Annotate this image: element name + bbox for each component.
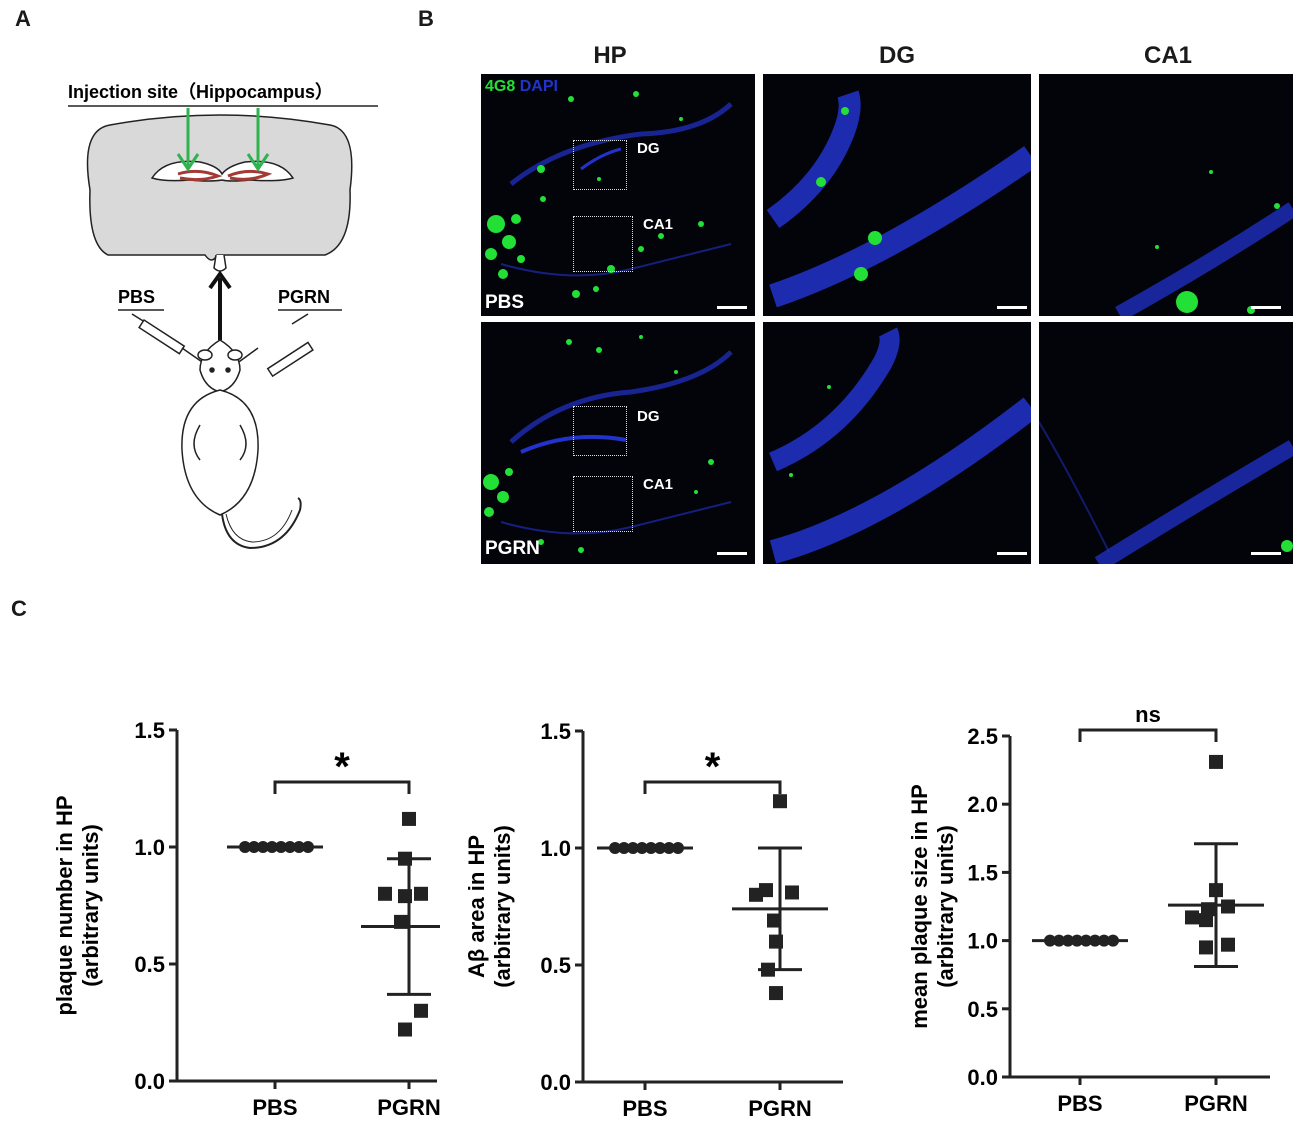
plot-abeta-area: 0.0 0.5 1.0 1.5 PBS PGRN Aβ area in HP (arbitra… xyxy=(464,719,843,1121)
column-title-dg: DG xyxy=(879,42,915,69)
data-point-pgrn xyxy=(398,1022,412,1037)
y-tick-label: 1.5 xyxy=(967,860,998,885)
data-point-pgrn xyxy=(378,886,392,901)
brain-section xyxy=(86,114,353,261)
hippocampus-right xyxy=(227,169,273,181)
plaque-cluster xyxy=(485,91,704,298)
data-point-pgrn xyxy=(414,886,428,901)
roi-box-dg xyxy=(573,406,627,456)
x-tick-label: PBS xyxy=(252,1095,297,1120)
x-tick-label: PGRN xyxy=(748,1096,812,1121)
stain-label-dapi: DAPI xyxy=(519,78,558,95)
y-tick-label: 0.5 xyxy=(540,953,571,978)
x-tick-label: PGRN xyxy=(377,1095,440,1120)
y-tick-label: 0.0 xyxy=(134,1069,165,1094)
column-title-ca1: CA1 xyxy=(1143,42,1192,69)
pbs-label: PBS xyxy=(118,287,155,307)
y-tick-label: 2.5 xyxy=(967,724,998,749)
y-tick-label: 1.0 xyxy=(540,836,571,861)
significance-bracket xyxy=(273,780,411,794)
data-point-pgrn xyxy=(785,885,799,900)
scale-bar xyxy=(717,306,747,309)
roi-box-dg xyxy=(573,140,627,190)
roi-label-dg: DG xyxy=(637,408,660,425)
scale-bar xyxy=(1251,306,1281,309)
syringe-left-icon xyxy=(131,313,206,365)
y-axis-label: (arbitrary units) xyxy=(490,825,515,988)
scale-bar xyxy=(997,306,1027,309)
micrograph-pgrn-ca1 xyxy=(1039,322,1293,564)
roi-box-ca1 xyxy=(573,216,633,272)
y-tick-label: 0.5 xyxy=(134,952,165,977)
y-axis-label: plaque number in HP xyxy=(52,795,77,1015)
data-point-pgrn xyxy=(1199,940,1213,955)
plot-mean-plaque-size: 0.0 0.5 1.0 1.5 2.0 2.5 PBS PGRN mean plaque siz… xyxy=(907,702,1270,1116)
data-point-pgrn xyxy=(767,913,781,928)
row-label-pgrn: PGRN xyxy=(485,538,540,559)
pgrn-label: PGRN xyxy=(278,287,330,307)
data-point-pgrn xyxy=(769,986,783,1001)
data-point-pgrn xyxy=(749,887,763,902)
significance-label: * xyxy=(705,745,721,789)
y-tick-label: 0.5 xyxy=(967,997,998,1022)
panel-label-a: A xyxy=(15,6,31,31)
y-axis-label: Aβ area in HP xyxy=(464,835,489,978)
micrograph-pbs-dg xyxy=(763,74,1031,316)
x-tick-label: PBS xyxy=(1057,1091,1102,1116)
stain-label-4g8: 4G8 xyxy=(485,78,516,95)
data-point-pgrn xyxy=(1209,754,1223,769)
injection-schematic: Injection site（Hippocampus） PBS PGRN xyxy=(40,70,400,565)
scale-bar xyxy=(717,552,747,555)
row-label-pbs: PBS xyxy=(485,292,525,313)
panel-label-c: C xyxy=(11,596,27,621)
x-tick-label: PBS xyxy=(622,1096,667,1121)
roi-label-dg: DG xyxy=(637,140,660,157)
y-tick-label: 1.5 xyxy=(134,718,165,743)
y-tick-label: 1.0 xyxy=(134,835,165,860)
significance-bracket xyxy=(643,780,782,794)
hippocampus-left xyxy=(177,169,223,182)
y-axis-label: (arbitrary units) xyxy=(78,824,103,987)
data-point-pgrn xyxy=(1221,937,1235,952)
y-tick-label: 0.0 xyxy=(540,1070,571,1095)
x-tick-label: PGRN xyxy=(1184,1091,1248,1116)
y-axis-label: (arbitrary units) xyxy=(933,825,958,988)
roi-label-ca1: CA1 xyxy=(643,216,674,233)
data-point-pgrn xyxy=(414,1003,428,1018)
scale-bar xyxy=(997,552,1027,555)
data-point-pgrn xyxy=(1185,910,1199,925)
micrograph-pbs-hp: 4G8 DAPI DG CA1 PBS xyxy=(481,74,755,316)
roi-box-ca1 xyxy=(573,476,633,532)
plot-plaque-number: 0.0 0.5 1.0 1.5 PBS PGRN plaque number in HP (a… xyxy=(52,718,440,1120)
y-tick-label: 0.0 xyxy=(967,1065,998,1090)
micrograph-pgrn-hp: DG CA1 PGRN xyxy=(481,322,755,564)
data-point-pgrn xyxy=(402,811,416,826)
y-tick-label: 2.0 xyxy=(967,792,998,817)
significance-label: ns xyxy=(1135,702,1161,727)
scale-bar xyxy=(1251,552,1281,555)
micrograph-pbs-ca1 xyxy=(1039,74,1293,316)
syringe-right-icon xyxy=(235,313,314,378)
injection-site-label: Injection site（Hippocampus） xyxy=(68,82,333,102)
roi-label-ca1: CA1 xyxy=(643,476,674,493)
panel-label-b: B xyxy=(418,6,434,31)
micrograph-pgrn-dg xyxy=(763,322,1031,564)
y-tick-label: 1.5 xyxy=(540,719,571,744)
y-tick-label: 1.0 xyxy=(967,929,998,954)
mouse-icon xyxy=(181,339,302,550)
y-axis-label: mean plaque size in HP xyxy=(907,784,932,1029)
data-point-pgrn xyxy=(1199,913,1213,928)
significance-label: * xyxy=(334,745,350,789)
data-point-pgrn xyxy=(773,794,787,809)
significance-bracket xyxy=(1078,728,1218,742)
column-title-hp: HP xyxy=(593,42,627,69)
